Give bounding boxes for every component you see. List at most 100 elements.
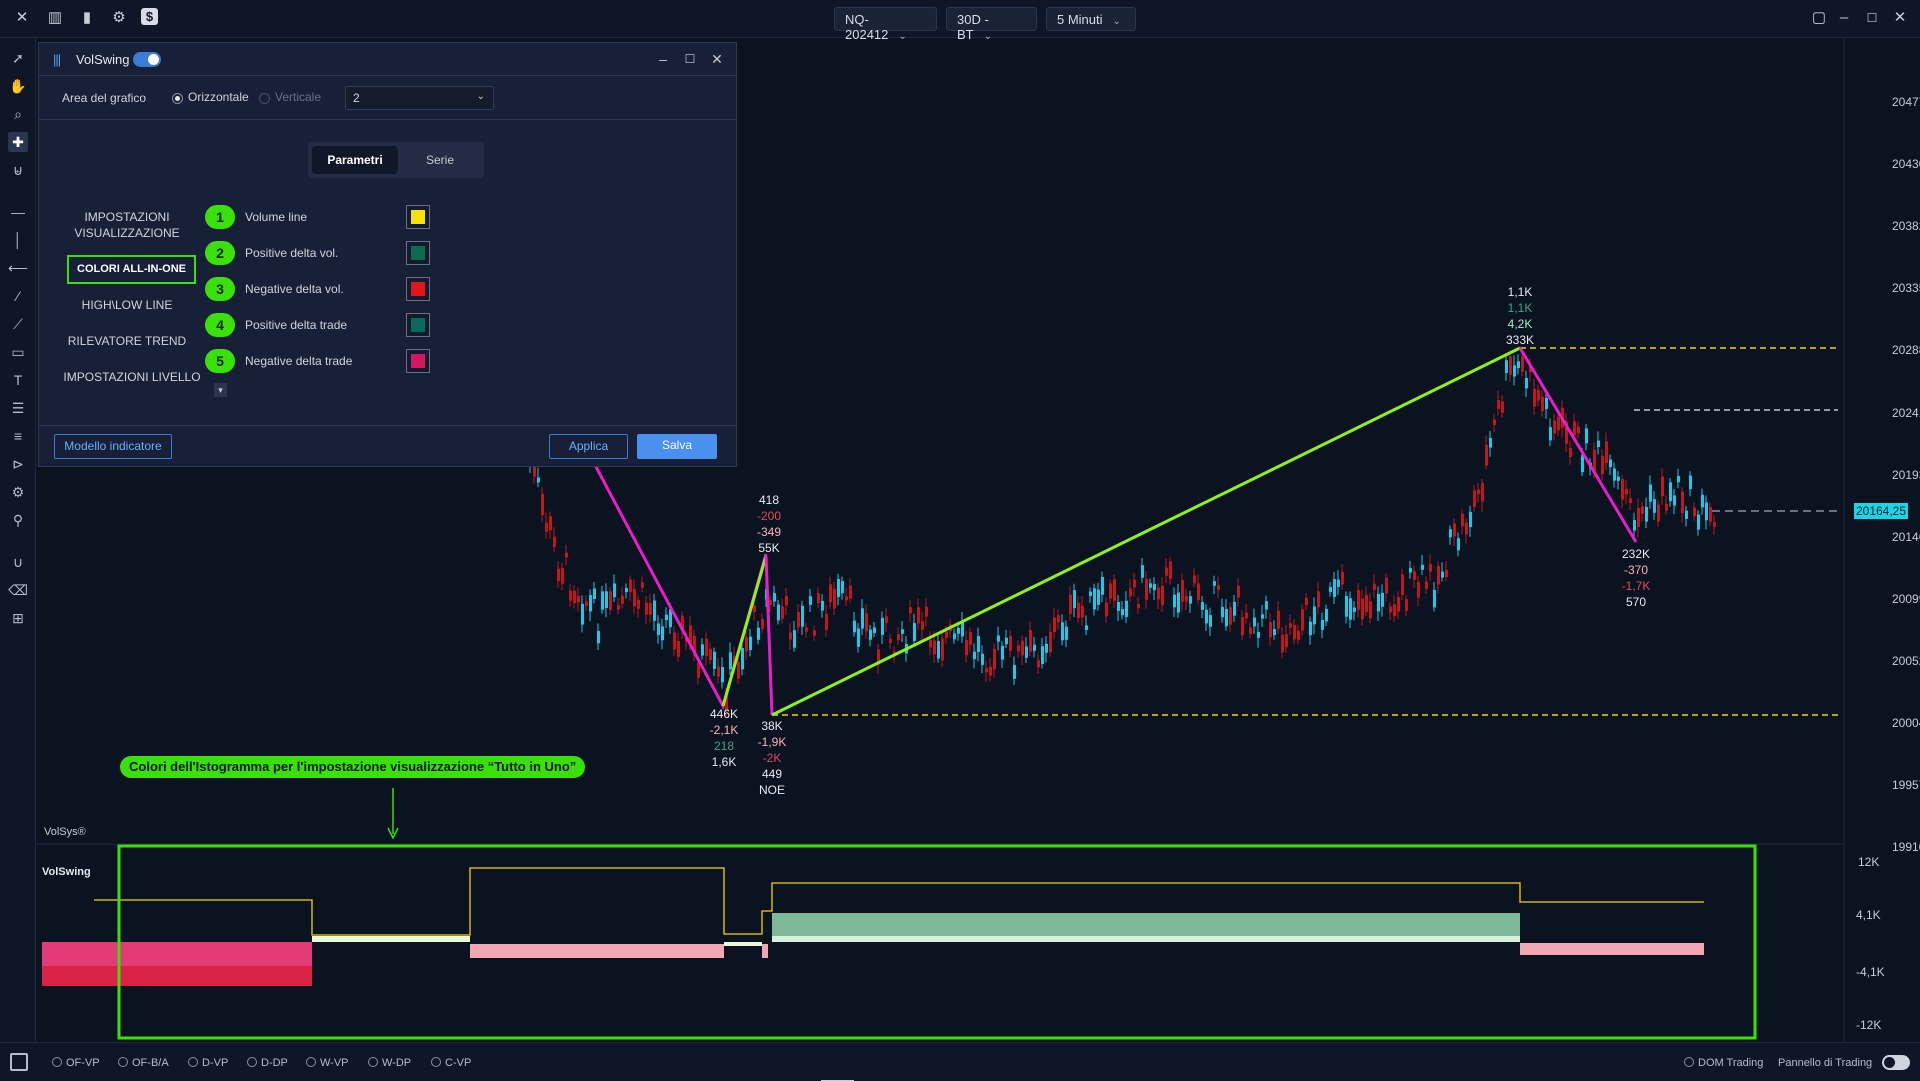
- candles-icon[interactable]: ▥: [47, 9, 63, 26]
- bottom-bar: OF-VP OF-B/A D-VP D-DP W-VP W-DP C-VP DOM Trad…: [0, 1042, 1920, 1080]
- magnet-icon[interactable]: ⊌: [12, 162, 24, 178]
- option-label: D-DP: [261, 1057, 288, 1069]
- color-negative-delta-trade[interactable]: [406, 349, 430, 373]
- annotation-callout: Colori dell'Istogramma per l'impostazion…: [120, 756, 586, 778]
- price-label: 20477,25: [1892, 95, 1920, 109]
- volswing-histogram: [42, 867, 1704, 986]
- close-icon[interactable]: ✕: [711, 51, 723, 67]
- option-of-b-a[interactable]: OF-B/A: [118, 1057, 169, 1069]
- volswing-settings-dialog: ||| VolSwing – ☐ ✕ Area del grafico Oriz…: [38, 42, 737, 467]
- label-volume-line: Volume line: [245, 210, 308, 224]
- radio-icon: [368, 1057, 378, 1067]
- option-c-vp[interactable]: C-VP: [431, 1057, 471, 1069]
- menu-high-low-line[interactable]: HIGH\LOW LINE: [81, 298, 173, 312]
- price-label: 20099,25: [1892, 591, 1920, 606]
- list-icon[interactable]: ☰: [11, 400, 25, 416]
- maximize-icon[interactable]: ☐: [684, 52, 696, 66]
- eraser-icon[interactable]: ⌫: [8, 582, 28, 598]
- trendline-icon[interactable]: ⁄: [16, 288, 20, 304]
- bars-icon[interactable]: ▮: [82, 9, 92, 26]
- panel-toggle-icon[interactable]: [10, 1053, 28, 1071]
- dollar-icon[interactable]: $: [141, 8, 158, 25]
- layout-icon[interactable]: ▢: [1811, 9, 1827, 26]
- cursor-icon[interactable]: ➚: [12, 50, 24, 66]
- radio-icon: [118, 1057, 128, 1067]
- hand-icon[interactable]: ✋: [9, 78, 27, 94]
- hist-bar-negative-2: [470, 944, 724, 958]
- option-d-dp[interactable]: D-DP: [247, 1057, 288, 1069]
- settings-tool-icon[interactable]: ⚙: [11, 484, 25, 500]
- indicator-toggle[interactable]: [133, 52, 161, 67]
- hist-axis-2: -4,1K: [1856, 965, 1885, 979]
- add-object-icon[interactable]: ⊞: [12, 610, 24, 626]
- minimize-icon[interactable]: –: [1839, 9, 1849, 26]
- radio-horizontal[interactable]: [172, 93, 183, 104]
- period-select[interactable]: 30D - BT ⌄: [946, 7, 1037, 42]
- scroll-down-icon[interactable]: ▾: [214, 383, 227, 397]
- lock-magnet-icon[interactable]: ∪: [12, 554, 24, 570]
- crosshair-icon[interactable]: ✚: [8, 132, 28, 152]
- dialog-title: VolSwing: [76, 52, 130, 67]
- trend-tool-icon[interactable]: ⊳: [12, 456, 24, 472]
- ray-icon[interactable]: ⟵: [8, 260, 29, 276]
- option-d-vp[interactable]: D-VP: [188, 1057, 228, 1069]
- price-chart-canvas[interactable]: [36, 38, 1920, 1042]
- minimize-icon[interactable]: –: [659, 51, 667, 67]
- radio-icon: [1684, 1057, 1694, 1067]
- dom-trading-label: DOM Trading: [1698, 1057, 1764, 1069]
- area-select[interactable]: 2 ⌄: [345, 86, 494, 110]
- menu-impostazioni-visualizzazione[interactable]: IMPOSTAZIONI VISUALIZZAZIONE: [74, 210, 180, 240]
- horizontal-line-icon[interactable]: —: [11, 204, 25, 220]
- save-button[interactable]: Salva: [637, 434, 717, 459]
- apply-button[interactable]: Applica: [549, 434, 628, 459]
- hist-bar-positive-1: [772, 913, 1520, 940]
- zoom-icon[interactable]: ⌕: [14, 106, 22, 122]
- dialog-tabs: Parametri Serie: [308, 142, 484, 178]
- menu-impostazioni-livello[interactable]: IMPOSTAZIONI LIVELLO: [63, 370, 201, 384]
- price-label: 19910,25: [1892, 840, 1920, 855]
- color-negative-delta-vol[interactable]: [406, 277, 430, 301]
- text-icon[interactable]: T: [13, 372, 23, 388]
- symbol-select[interactable]: NQ-202412 ⌄: [834, 7, 937, 42]
- row-number-2: 2: [205, 241, 235, 265]
- swing-label-b: 446K -2,1K 218 1,6K: [709, 707, 739, 769]
- dom-trading-option[interactable]: DOM Trading: [1684, 1057, 1763, 1069]
- color-positive-delta-vol[interactable]: [406, 241, 430, 265]
- price-label: 19957,50: [1892, 778, 1920, 793]
- hist-bar-flat-2: [724, 942, 762, 946]
- window-close-icon[interactable]: ✕: [1893, 9, 1907, 26]
- option-w-dp[interactable]: W-DP: [368, 1057, 411, 1069]
- price-label: 20004,75: [1892, 716, 1920, 730]
- menu-colori-all-in-one[interactable]: COLORI ALL-IN-ONE: [67, 255, 196, 284]
- rectangle-icon[interactable]: ▭: [11, 344, 25, 360]
- chevron-down-icon: ⌄: [983, 31, 993, 42]
- area-select-value: 2: [353, 91, 360, 105]
- gear-icon[interactable]: ⚙: [112, 9, 126, 26]
- option-w-vp[interactable]: W-VP: [306, 1057, 349, 1069]
- tab-parametri[interactable]: Parametri: [312, 146, 398, 174]
- ruler-icon[interactable]: ⟋: [13, 316, 23, 332]
- menu-rilevatore-trend[interactable]: RILEVATORE TREND: [67, 334, 187, 348]
- color-volume-line[interactable]: [406, 205, 430, 229]
- menu-icon[interactable]: ≡: [13, 428, 23, 444]
- alert-tool-icon[interactable]: ⚲: [12, 512, 24, 528]
- radio-horizontal-label[interactable]: Orizzontale: [188, 90, 249, 104]
- option-of-vp[interactable]: OF-VP: [52, 1057, 100, 1069]
- chart-area[interactable]: 418 -200 -349 55K 446K -2,1K 218 1,6K 38…: [36, 38, 1920, 1081]
- tab-serie[interactable]: Serie: [425, 153, 454, 167]
- color-positive-delta-trade[interactable]: [406, 313, 430, 337]
- model-indicator-button[interactable]: Modello indicatore: [54, 434, 172, 459]
- radio-vertical-label[interactable]: Verticale: [275, 90, 322, 104]
- swing-label-c: 38K -1,9K -2K 449 NOE: [757, 719, 787, 797]
- chevron-down-icon: ⌄: [476, 91, 485, 102]
- radio-vertical[interactable]: [259, 93, 270, 104]
- close-icon[interactable]: ✕: [15, 9, 29, 26]
- maximize-icon[interactable]: ☐: [1866, 11, 1878, 25]
- vertical-line-icon[interactable]: │: [13, 232, 23, 248]
- trading-panel-toggle[interactable]: [1882, 1055, 1910, 1070]
- price-label: 20430,00: [1892, 157, 1920, 172]
- radio-icon: [188, 1057, 198, 1067]
- timeframe-select[interactable]: 5 Minuti ⌄: [1046, 7, 1136, 31]
- swing-label-a: 418 -200 -349 55K: [756, 493, 782, 555]
- volume-line: [94, 867, 1704, 936]
